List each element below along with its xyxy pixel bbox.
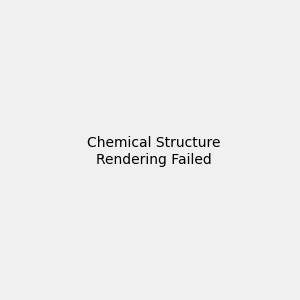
Text: Chemical Structure
Rendering Failed: Chemical Structure Rendering Failed	[87, 136, 220, 166]
